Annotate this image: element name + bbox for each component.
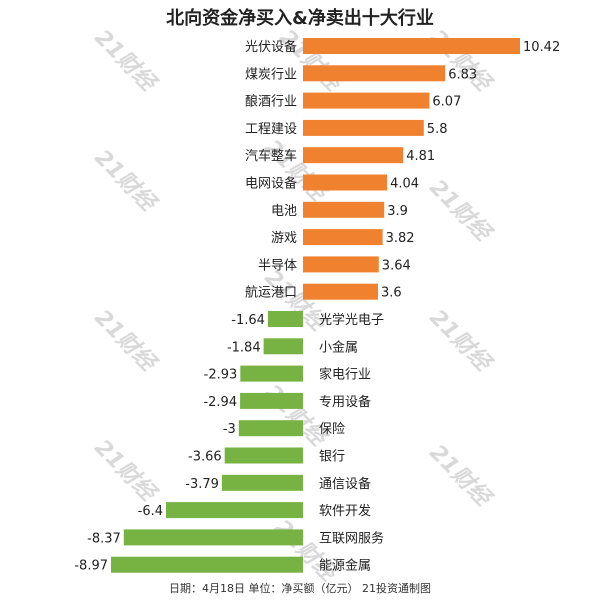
category-label: 电池 bbox=[271, 204, 297, 219]
bar-positive bbox=[303, 38, 520, 54]
value-label: 3.82 bbox=[386, 231, 415, 246]
category-label: 家电行业 bbox=[319, 367, 371, 383]
value-label: -2.93 bbox=[204, 368, 238, 383]
bar-negative bbox=[166, 502, 303, 519]
value-label: -1.84 bbox=[227, 340, 261, 355]
value-label: -2.94 bbox=[203, 395, 237, 410]
category-label: 能源金属 bbox=[319, 558, 371, 574]
value-label: -6.4 bbox=[138, 504, 163, 519]
bar-negative bbox=[123, 529, 303, 546]
category-label: 酿酒行业 bbox=[245, 94, 297, 110]
value-label: 4.04 bbox=[390, 177, 419, 192]
category-label: 保险 bbox=[319, 422, 345, 437]
bar-positive bbox=[303, 119, 424, 136]
bar-negative bbox=[240, 392, 303, 409]
category-label: 半导体 bbox=[258, 258, 297, 273]
footnote: 日期：4月18日 单位：净买额（亿元） 21投资通制图 bbox=[169, 582, 431, 595]
watermark-logo: 21财经 bbox=[89, 144, 162, 217]
value-label: 3.9 bbox=[387, 204, 408, 219]
category-label: 汽车整车 bbox=[245, 148, 297, 164]
bar-positive bbox=[303, 65, 446, 82]
bar-negative bbox=[221, 474, 303, 491]
category-label: 银行 bbox=[319, 450, 345, 465]
value-label: 6.83 bbox=[448, 67, 477, 82]
value-label: -3.66 bbox=[188, 450, 222, 465]
bar-positive bbox=[303, 256, 379, 273]
value-label: 4.81 bbox=[406, 149, 435, 164]
bar-negative bbox=[238, 420, 303, 437]
watermark-logo: 21财经 bbox=[424, 439, 497, 512]
category-label: 通信设备 bbox=[319, 476, 371, 492]
bar-negative bbox=[263, 338, 303, 355]
bar-positive bbox=[303, 229, 383, 246]
value-label: 3.64 bbox=[382, 258, 411, 273]
watermark-logo: 21财经 bbox=[259, 134, 332, 207]
bar-negative bbox=[240, 365, 303, 382]
watermark-logo: 21财经 bbox=[274, 24, 347, 97]
bar-positive bbox=[303, 147, 404, 164]
value-label: -3 bbox=[223, 422, 236, 437]
category-label: 工程建设 bbox=[245, 122, 297, 137]
bars-layer bbox=[111, 38, 520, 573]
category-label: 互联网服务 bbox=[319, 530, 384, 546]
category-label: 专用设备 bbox=[319, 394, 371, 410]
bar-positive bbox=[303, 283, 378, 300]
category-label: 游戏 bbox=[271, 231, 297, 246]
watermark-logo: 21财经 bbox=[89, 304, 162, 377]
watermark-logo: 21财经 bbox=[424, 304, 497, 377]
category-label: 煤炭行业 bbox=[245, 67, 297, 82]
value-label: -3.79 bbox=[185, 477, 219, 492]
bar-negative bbox=[111, 556, 303, 573]
value-label: -8.97 bbox=[74, 559, 108, 574]
bar-negative bbox=[267, 311, 303, 327]
bar-negative bbox=[224, 447, 303, 464]
bar-positive bbox=[303, 92, 430, 109]
watermark-logo: 21财经 bbox=[269, 514, 342, 587]
value-label: 6.07 bbox=[432, 95, 461, 110]
category-label: 小金属 bbox=[319, 339, 358, 355]
watermark-logo: 21财经 bbox=[424, 174, 497, 247]
bar-positive bbox=[303, 174, 388, 191]
watermark-logo: 21财经 bbox=[259, 379, 332, 452]
category-label: 航运港口 bbox=[245, 285, 297, 301]
value-label: 10.42 bbox=[523, 40, 560, 55]
category-label: 电网设备 bbox=[245, 176, 297, 192]
value-label: -1.64 bbox=[231, 313, 265, 328]
bar-positive bbox=[303, 201, 385, 218]
value-label: 3.6 bbox=[381, 286, 402, 301]
category-label: 光伏设备 bbox=[245, 39, 297, 55]
labels-layer: 光伏设备 10.42 煤炭行业 6.83 酿酒行业 6.07 工程建设 5.8 汽车整车 4.81… bbox=[74, 39, 560, 574]
watermark-logo: 21财经 bbox=[89, 24, 162, 97]
watermark-logo: 21财经 bbox=[89, 434, 162, 507]
chart-title: 北向资金净买入&净卖出十大行业 bbox=[166, 8, 434, 29]
category-label: 光学光电子 bbox=[319, 312, 384, 328]
watermark-logo: 21财经 bbox=[424, 24, 497, 97]
category-label: 软件开发 bbox=[319, 503, 371, 519]
value-label: -8.37 bbox=[87, 531, 121, 546]
value-label: 5.8 bbox=[427, 122, 448, 137]
